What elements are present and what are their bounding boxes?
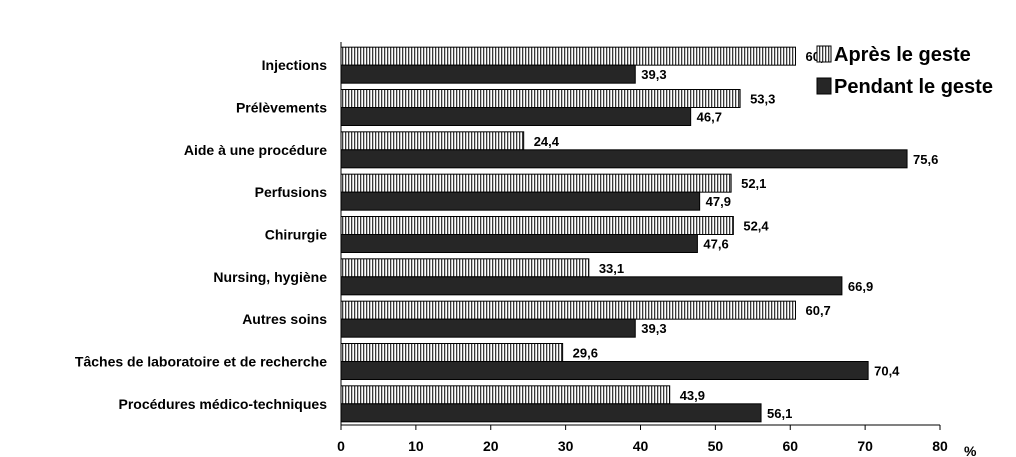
- bar-apres: [340, 300, 796, 320]
- data-label: 60,7: [805, 303, 830, 318]
- data-label: 47,6: [703, 237, 728, 252]
- bar-apres: [340, 258, 590, 278]
- data-label: 24,4: [534, 134, 560, 149]
- bar-apres: [340, 343, 564, 362]
- data-label: 43,9: [680, 388, 705, 403]
- category-labels: Injections Prélèvements Aide à une procédu…: [75, 57, 327, 412]
- bar-apres: [340, 46, 796, 66]
- x-tick-label: 10: [408, 438, 424, 454]
- x-tick-label: 0: [337, 438, 345, 454]
- category-label: Tâches de laboratoire et de recherche: [75, 354, 327, 370]
- bar-apres: [340, 216, 734, 235]
- data-label: 56,1: [767, 406, 792, 421]
- bar-pendant: [340, 149, 908, 169]
- bar-pendant: [340, 361, 869, 380]
- data-label: 70,4: [874, 364, 900, 379]
- data-label: 52,1: [741, 176, 766, 191]
- category-label: Aide à une procédure: [184, 142, 327, 158]
- legend-label: Après le geste: [834, 44, 971, 66]
- category-label: Procédures médico-techniques: [118, 396, 327, 412]
- data-label: 46,7: [697, 110, 722, 125]
- category-label: Injections: [262, 57, 328, 73]
- bar-pendant: [340, 403, 762, 423]
- bar-apres: [340, 131, 525, 151]
- bar-pendant: [340, 107, 692, 126]
- x-tick-label: 40: [633, 438, 649, 454]
- data-label: 53,3: [750, 92, 775, 107]
- data-label: 39,3: [641, 67, 666, 82]
- data-label: 75,6: [913, 152, 938, 167]
- bar-pendant: [340, 318, 636, 338]
- bar-pendant: [340, 276, 843, 296]
- value-labels: 60,7 39,3 53,3 46,7 24,4 75,6 52,1 47,9 52,4 47,6…: [534, 49, 939, 421]
- x-axis: 0 10 20 30 40 50 60 70 80%: [337, 42, 977, 457]
- category-label: Chirurgie: [265, 227, 327, 243]
- x-tick-label: 30: [558, 438, 574, 454]
- category-label: Autres soins: [242, 311, 327, 327]
- legend-swatch-apres: [816, 45, 832, 63]
- x-tick-label: 50: [708, 438, 724, 454]
- bar-pendant: [340, 234, 698, 253]
- category-label: Nursing, hygiène: [213, 269, 327, 285]
- bar-pendant: [340, 191, 701, 211]
- data-label: 47,9: [706, 194, 731, 209]
- x-tick-label: 60: [782, 438, 798, 454]
- x-tick-label: 70: [857, 438, 873, 454]
- bar-apres: [340, 385, 671, 405]
- x-unit-label: %: [964, 443, 977, 457]
- legend: Après le geste Pendant le geste: [816, 44, 993, 98]
- legend-label: Pendant le geste: [834, 76, 993, 98]
- category-label: Perfusions: [255, 184, 328, 200]
- data-label: 33,1: [599, 261, 624, 276]
- data-label: 29,6: [573, 346, 598, 361]
- category-label: Prélèvements: [236, 100, 327, 116]
- x-tick-label: 80: [932, 438, 948, 454]
- x-tick-label: 20: [483, 438, 499, 454]
- data-label: 66,9: [848, 279, 873, 294]
- bar-apres: [340, 173, 732, 193]
- bars: [340, 46, 908, 423]
- bar-pendant: [340, 64, 636, 84]
- data-label: 39,3: [641, 321, 666, 336]
- data-label: 52,4: [743, 219, 769, 234]
- legend-swatch-pendant: [816, 77, 832, 95]
- bar-apres: [340, 89, 741, 108]
